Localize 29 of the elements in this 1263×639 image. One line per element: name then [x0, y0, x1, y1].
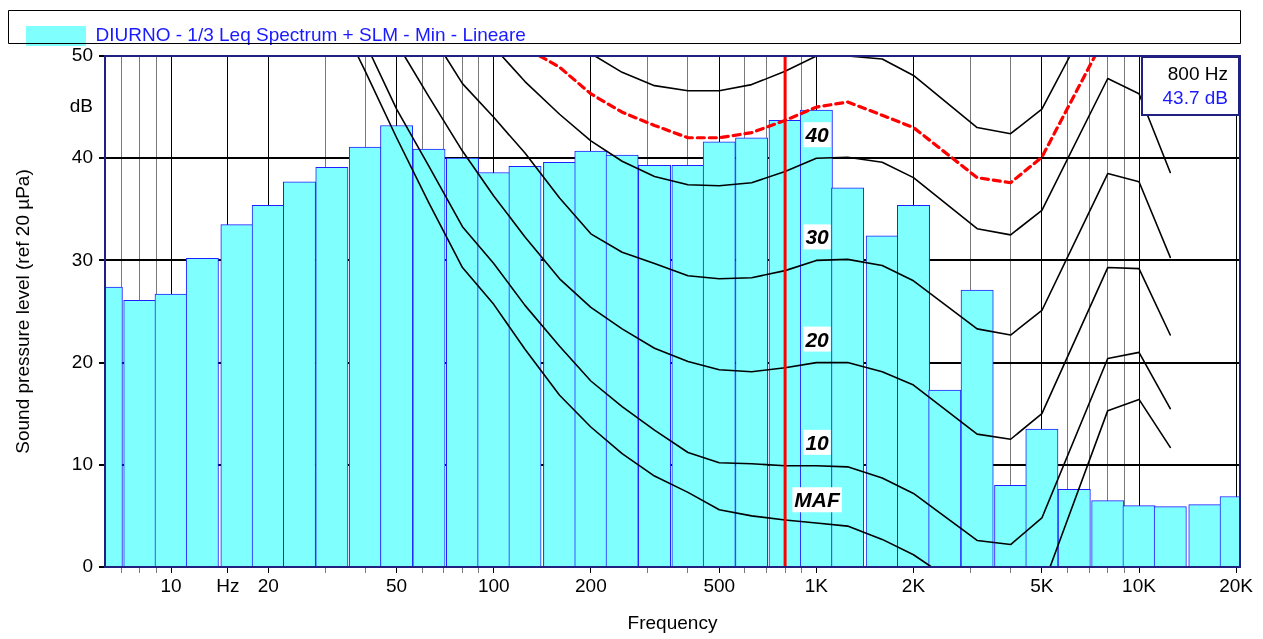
y-tick-label: 20 [71, 350, 93, 372]
series-label: 20 [804, 327, 830, 351]
legend-label: DIURNO - 1/3 Leq Spectrum + SLM - Min - Lineare [95, 24, 526, 46]
y-tick-label: 0 [82, 555, 93, 577]
y-tick-label: dB [69, 95, 93, 117]
x-tick-label: 5K [1030, 574, 1054, 596]
x-tick-label: 20K [1219, 574, 1254, 596]
series-label: 30 [805, 225, 830, 249]
annotation: 43.7 dB [1162, 86, 1228, 110]
x-axis-title: Frequency [627, 611, 718, 633]
y-tick-label: 50 [71, 44, 93, 66]
series-label: MAF [794, 488, 842, 512]
x-tick-label: 500 [703, 574, 736, 596]
x-tick-label: 10K [1122, 574, 1157, 596]
x-tick-label: 2K [901, 574, 926, 596]
x-tick-label: Hz [216, 574, 240, 596]
x-tick-label: 20 [257, 574, 279, 596]
y-tick-label: 40 [71, 146, 93, 168]
series-label: 40 [804, 123, 830, 147]
x-tick-label: 50 [386, 574, 408, 596]
x-tick-label: 200 [575, 574, 607, 596]
annotation: 800 Hz [1166, 62, 1228, 86]
x-tick-label: 1K [804, 574, 829, 596]
x-tick-label: 10 [160, 574, 182, 596]
y-tick-label: 30 [71, 248, 93, 270]
series-label: 10 [805, 430, 830, 454]
x-tick-label: 100 [477, 574, 510, 596]
y-tick-label: 10 [71, 453, 93, 475]
y-axis-title: Sound pressure level (ref 20 µPa) [11, 169, 33, 454]
